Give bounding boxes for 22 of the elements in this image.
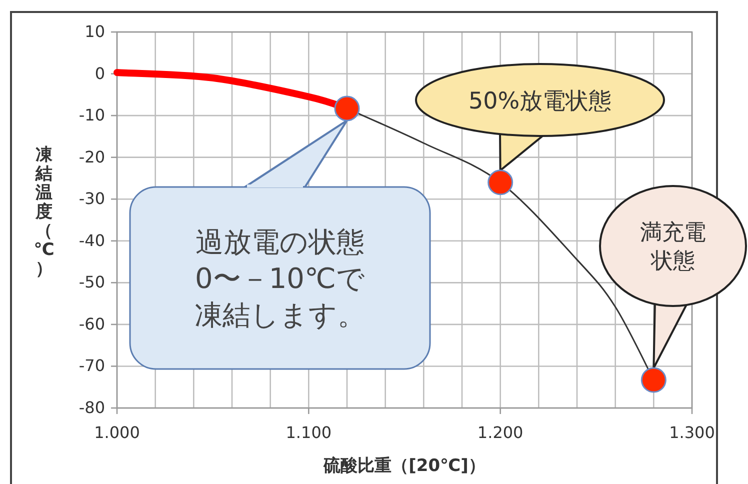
y-tick-label: 0 [94, 64, 105, 83]
y-tick-label: -50 [78, 272, 105, 292]
point [640, 367, 666, 393]
x-axis-title: 硫酸比重（[20℃]） [322, 456, 486, 476]
x-tick-label: 1.200 [477, 423, 524, 442]
annotation: 満充電状態 [640, 220, 706, 274]
y-tick-label: -10 [78, 106, 105, 125]
x-tick-label: 1.300 [669, 423, 715, 442]
annotation: 過放電の状態0〜－10℃で凍結します。 [194, 226, 366, 332]
y-tick-label: -40 [78, 230, 105, 250]
y-axis-title: 凍結温度（℃） [34, 145, 54, 279]
annotation: 50%放電状態 [468, 88, 612, 114]
point [334, 96, 360, 122]
y-tick-label: -20 [78, 147, 105, 166]
x-tick-label: 1.000 [94, 423, 140, 442]
y-tick-label: 10 [84, 22, 105, 41]
y-tick-label: -70 [78, 356, 105, 376]
point [488, 170, 514, 196]
x-tick-label: 1.100 [286, 423, 332, 442]
y-tick-label: -30 [78, 189, 105, 208]
y-tick-label: -60 [78, 314, 105, 334]
y-tick-label: -80 [78, 398, 105, 417]
